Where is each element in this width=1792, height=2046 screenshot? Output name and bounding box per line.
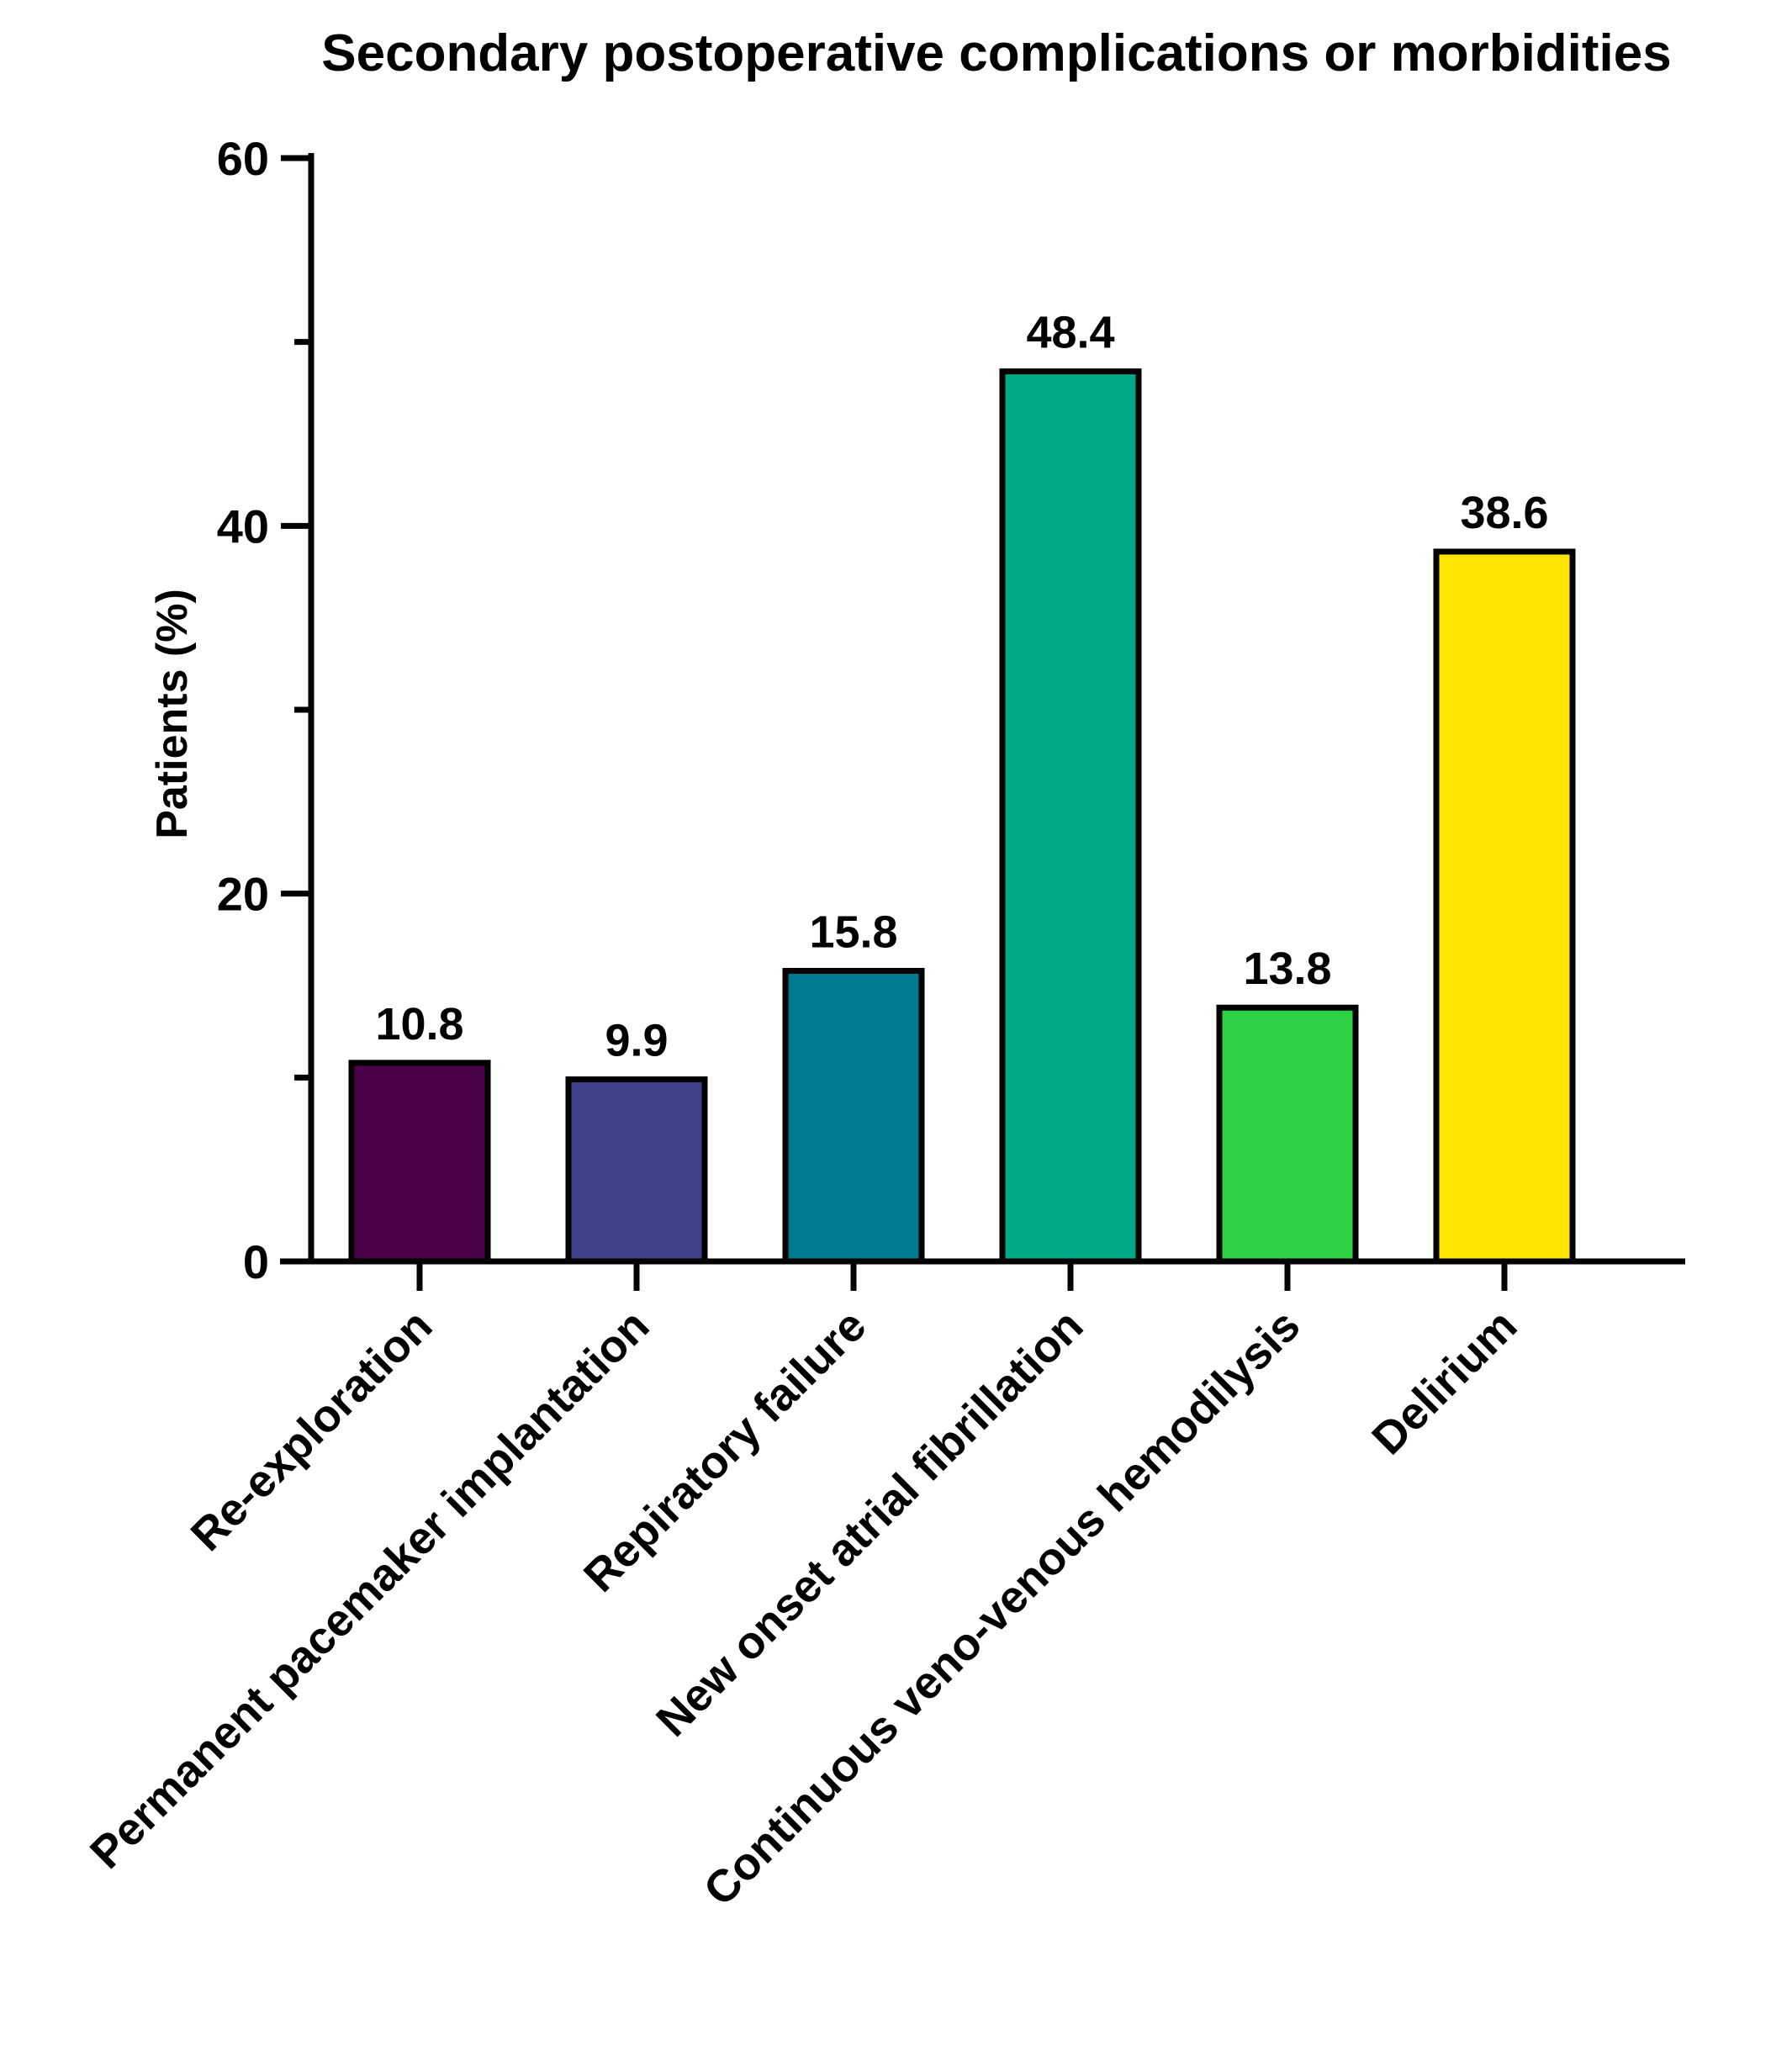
chart-title: Secondary postoperative complications or… [321, 24, 1672, 82]
data-label: 9.9 [605, 1016, 668, 1066]
y-tick-label: 0 [243, 1235, 269, 1288]
data-label: 13.8 [1243, 944, 1331, 994]
y-axis-label: Patients (%) [148, 589, 197, 839]
data-label: 38.6 [1460, 488, 1548, 538]
y-tick-label: 20 [217, 868, 269, 921]
data-label: 10.8 [375, 999, 463, 1049]
bar [565, 1076, 708, 1265]
y-tick-label: 60 [217, 132, 269, 185]
bar [999, 368, 1142, 1265]
category-label: New onset atrial fibrillation [647, 1300, 1092, 1746]
data-labels-layer: 10.8 9.9 15.8 48.4 13.8 38.6 [375, 308, 1548, 1066]
y-tick-label: 40 [217, 500, 269, 552]
x-ticks-layer [416, 1261, 1508, 1291]
bar [348, 1060, 491, 1265]
bars-layer [348, 368, 1576, 1265]
bar [1433, 548, 1576, 1265]
bar [782, 968, 925, 1265]
bar [1216, 1004, 1359, 1265]
data-label: 48.4 [1026, 308, 1114, 358]
data-label: 15.8 [809, 907, 897, 958]
y-ticks-layer: 0 20 40 60 [217, 132, 311, 1288]
category-label: Delirium [1362, 1300, 1526, 1464]
